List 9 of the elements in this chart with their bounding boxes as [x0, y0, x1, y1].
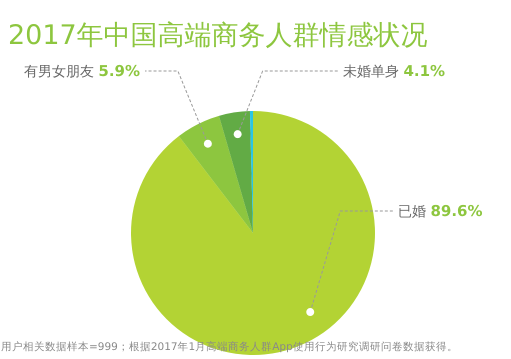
chart-title: 2017年中国高端商务人群情感状况: [8, 20, 428, 51]
data-label: 4.1%: [403, 62, 446, 80]
data-label: 5.9%: [98, 62, 140, 80]
slice-label: 有男女朋友: [24, 64, 98, 80]
pie-slice: [178, 116, 253, 233]
slice-label: 已婚: [398, 204, 430, 220]
data-label: 89.6%: [430, 202, 482, 220]
slice-label: 未婚单身: [343, 64, 404, 80]
pie-slice: [218, 111, 253, 233]
